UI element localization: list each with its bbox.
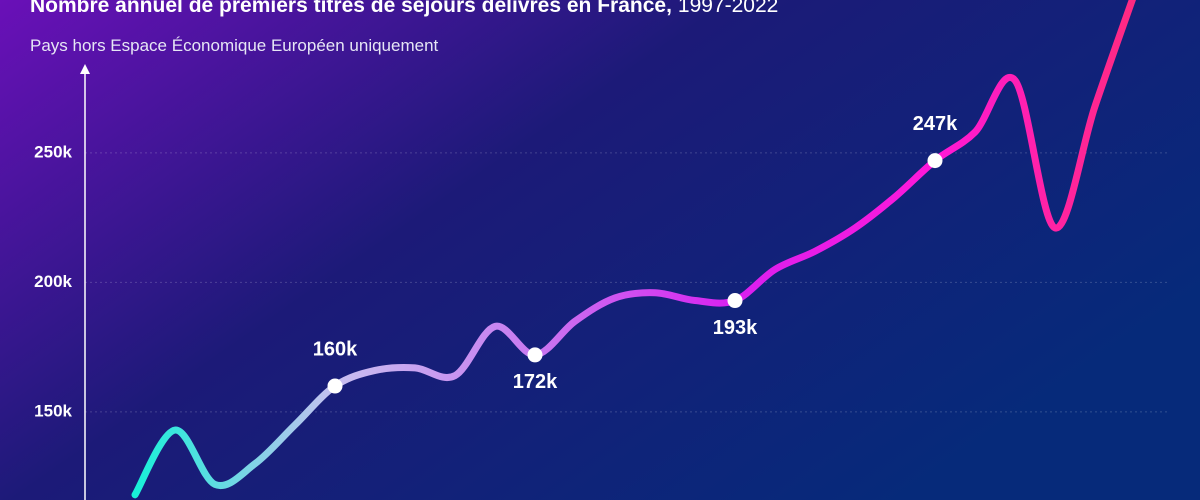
chart-subtitle: Pays hors Espace Économique Européen uni… <box>30 36 439 55</box>
value-label: 247k <box>913 113 958 135</box>
y-tick-label: 150k <box>34 401 72 420</box>
data-line <box>131 0 1136 499</box>
value-label: 193k <box>713 317 758 339</box>
data-point <box>327 378 343 394</box>
y-tick-label: 200k <box>34 272 72 291</box>
y-tick-label: 250k <box>34 142 72 161</box>
title-period: 1997-2022 <box>678 0 778 17</box>
value-label: 172k <box>513 371 558 393</box>
data-point <box>527 347 543 363</box>
y-axis-arrow <box>80 64 90 74</box>
data-point <box>927 153 943 169</box>
data-point <box>727 293 743 309</box>
chart-title: Nombre annuel de premiers titres de séjo… <box>30 0 778 17</box>
value-label: 160k <box>313 338 358 360</box>
title-text: Nombre annuel de premiers titres de séjo… <box>30 0 672 17</box>
